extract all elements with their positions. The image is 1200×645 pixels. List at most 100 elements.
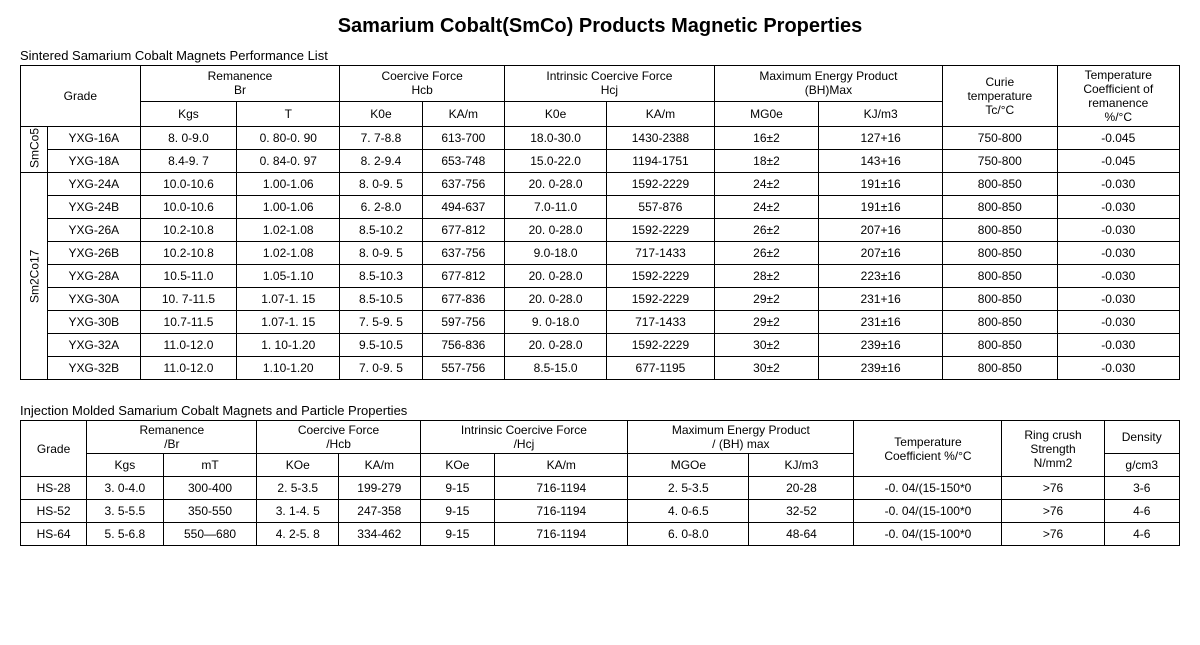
cell: 20-28 xyxy=(749,477,854,500)
cell: 1.02-1.08 xyxy=(237,219,340,242)
cell: -0.030 xyxy=(1057,311,1179,334)
cell: 26±2 xyxy=(714,219,819,242)
unit2-density: g/cm3 xyxy=(1104,454,1179,477)
table-row: YXG-18A8.4-9. 70. 84-0. 978. 2-9.4653-74… xyxy=(21,150,1180,173)
cell: -0.030 xyxy=(1057,265,1179,288)
cell: 8. 2-9.4 xyxy=(340,150,422,173)
unit2-kgs: Kgs xyxy=(87,454,163,477)
cell: 717-1433 xyxy=(607,311,715,334)
unit2-mt: mT xyxy=(163,454,257,477)
cell: 3. 5-5.5 xyxy=(87,500,163,523)
cell: 0. 84-0. 97 xyxy=(237,150,340,173)
cell: 20. 0-28.0 xyxy=(505,173,607,196)
unit-koe2: K0e xyxy=(505,101,607,126)
cell: 30±2 xyxy=(714,334,819,357)
cell: YXG-30B xyxy=(48,311,141,334)
cell: 1592-2229 xyxy=(607,219,715,242)
cell: 127+16 xyxy=(819,127,943,150)
cell: 18.0-30.0 xyxy=(505,127,607,150)
table-row: HS-523. 5-5.5350-5503. 1-4. 5247-3589-15… xyxy=(21,500,1180,523)
cell: 4-6 xyxy=(1104,523,1179,546)
table-row: YXG-26A10.2-10.81.02-1.088.5-10.2677-812… xyxy=(21,219,1180,242)
cell: 29±2 xyxy=(714,288,819,311)
col2-coercive: Coercive Force /Hcb xyxy=(257,421,420,454)
cell: 1194-1751 xyxy=(607,150,715,173)
cell: 247-358 xyxy=(339,500,421,523)
cell: 9-15 xyxy=(420,477,495,500)
cell: 8. 0-9. 5 xyxy=(340,173,422,196)
cell: 2. 5-3.5 xyxy=(628,477,749,500)
cell: 557-876 xyxy=(607,196,715,219)
cell: 10.2-10.8 xyxy=(140,242,237,265)
cell: 750-800 xyxy=(943,127,1057,150)
cell: 28±2 xyxy=(714,265,819,288)
cell: 10.7-11.5 xyxy=(140,311,237,334)
table-row: YXG-32A11.0-12.01. 10-1.209.5-10.5756-83… xyxy=(21,334,1180,357)
table-row: YXG-28A10.5-11.01.05-1.108.5-10.3677-812… xyxy=(21,265,1180,288)
cell: 231±16 xyxy=(819,311,943,334)
cell: 11.0-12.0 xyxy=(140,334,237,357)
cell: 717-1433 xyxy=(607,242,715,265)
cell: YXG-24A xyxy=(48,173,141,196)
cell: 653-748 xyxy=(422,150,504,173)
cell: 143+16 xyxy=(819,150,943,173)
col-bhmax: Maximum Energy Product (BH)Max xyxy=(714,66,942,102)
unit-koe1: K0e xyxy=(340,101,422,126)
cell: HS-52 xyxy=(21,500,87,523)
cell: 3. 0-4.0 xyxy=(87,477,163,500)
cell: 5. 5-6.8 xyxy=(87,523,163,546)
cell: 7. 7-8.8 xyxy=(340,127,422,150)
cell: 20. 0-28.0 xyxy=(505,219,607,242)
cell: 800-850 xyxy=(943,219,1057,242)
cell: >76 xyxy=(1002,523,1104,546)
cell: 677-812 xyxy=(422,219,504,242)
cell: 9-15 xyxy=(420,500,495,523)
cell: 0. 80-0. 90 xyxy=(237,127,340,150)
unit-kjm3: KJ/m3 xyxy=(819,101,943,126)
cell: 677-1195 xyxy=(607,357,715,380)
cell: 26±2 xyxy=(714,242,819,265)
cell: 677-836 xyxy=(422,288,504,311)
group-label: Sm2Co17 xyxy=(21,173,48,380)
cell: 29±2 xyxy=(714,311,819,334)
col-coercive: Coercive Force Hcb xyxy=(340,66,505,102)
cell: 9-15 xyxy=(420,523,495,546)
cell: 7. 0-9. 5 xyxy=(340,357,422,380)
cell: 18±2 xyxy=(714,150,819,173)
cell: YXG-32B xyxy=(48,357,141,380)
cell: 10.0-10.6 xyxy=(140,196,237,219)
cell: 8.5-10.2 xyxy=(340,219,422,242)
col-tempco: Temperature Coefficient of remanence %/°… xyxy=(1057,66,1179,127)
unit-kam2: KA/m xyxy=(607,101,715,126)
cell: 16±2 xyxy=(714,127,819,150)
col2-remanence: Remanence /Br xyxy=(87,421,257,454)
cell: 800-850 xyxy=(943,265,1057,288)
unit2-kjm3: KJ/m3 xyxy=(749,454,854,477)
table-row: YXG-30B10.7-11.51.07-1. 157. 5-9. 5597-7… xyxy=(21,311,1180,334)
cell: 1430-2388 xyxy=(607,127,715,150)
cell: 20. 0-28.0 xyxy=(505,265,607,288)
col2-grade: Grade xyxy=(21,421,87,477)
cell: 350-550 xyxy=(163,500,257,523)
cell: 8.4-9. 7 xyxy=(140,150,237,173)
col-remanence: Remanence Br xyxy=(140,66,340,102)
cell: 10.0-10.6 xyxy=(140,173,237,196)
cell: 10.2-10.8 xyxy=(140,219,237,242)
unit2-koe2: KOe xyxy=(420,454,495,477)
unit2-koe1: KOe xyxy=(257,454,339,477)
unit-t: T xyxy=(237,101,340,126)
cell: 3-6 xyxy=(1104,477,1179,500)
cell: HS-28 xyxy=(21,477,87,500)
unit-kam1: KA/m xyxy=(422,101,504,126)
cell: 231+16 xyxy=(819,288,943,311)
cell: 8. 0-9.0 xyxy=(140,127,237,150)
cell: 24±2 xyxy=(714,196,819,219)
cell: 800-850 xyxy=(943,196,1057,219)
cell: 716-1194 xyxy=(495,500,628,523)
cell: 20. 0-28.0 xyxy=(505,288,607,311)
cell: 800-850 xyxy=(943,311,1057,334)
group-label: SmCo5 xyxy=(21,127,48,173)
cell: 239±16 xyxy=(819,357,943,380)
cell: 1.05-1.10 xyxy=(237,265,340,288)
table-row: YXG-26B10.2-10.81.02-1.088. 0-9. 5637-75… xyxy=(21,242,1180,265)
